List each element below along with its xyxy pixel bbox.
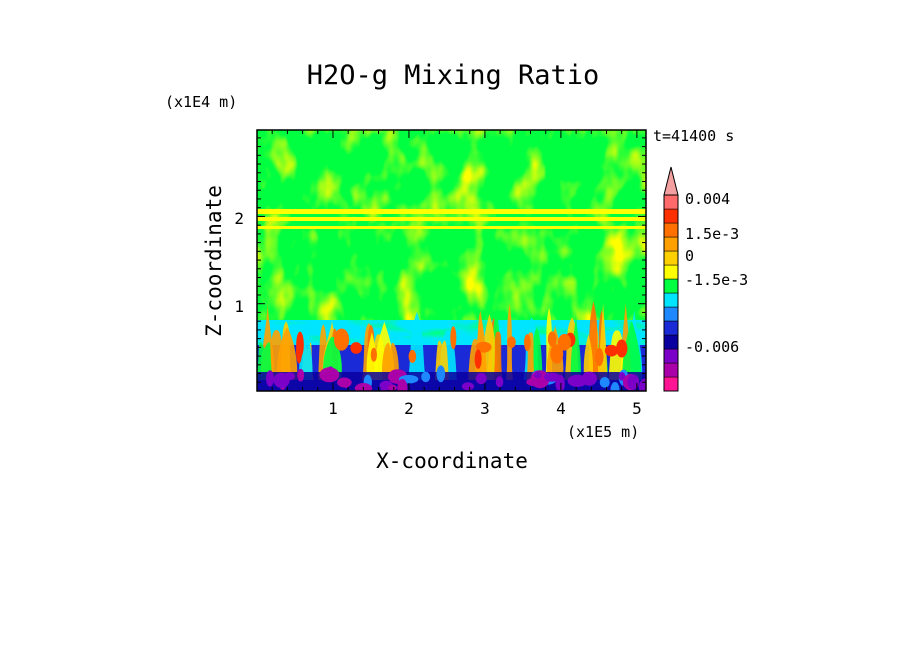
layer-stripe-3 <box>257 226 646 229</box>
y-tick-label-1: 1 <box>234 297 244 316</box>
surface-blob <box>610 382 620 391</box>
x-axis-label: X-coordinate <box>376 449 528 473</box>
surface-blob <box>599 377 610 388</box>
plot-area <box>257 130 646 391</box>
colorbar-level <box>663 208 679 224</box>
colorbar-label-1.5e-3: 1.5e-3 <box>685 225 739 243</box>
surface-blob <box>436 365 446 383</box>
colorbar-level <box>663 264 679 280</box>
plume-core <box>334 328 350 351</box>
convective-plume <box>493 331 503 380</box>
convective-plume <box>276 327 298 380</box>
x-tick-label-5: 5 <box>632 399 642 418</box>
surface-blob <box>297 368 305 382</box>
plume-core <box>408 349 417 363</box>
plume-core <box>604 344 619 357</box>
surface-blob <box>638 378 646 391</box>
surface-blob <box>534 371 542 379</box>
colorbar-label-0: 0 <box>685 247 694 265</box>
colorbar-level <box>663 362 679 378</box>
colorbar-level <box>663 222 679 238</box>
plume-group <box>257 301 643 380</box>
layer-stripe-2 <box>257 217 646 221</box>
surface-blob <box>543 372 560 382</box>
colorbar-level <box>663 348 679 364</box>
x-tick-label-2: 2 <box>404 399 414 418</box>
colorbar-label-neg-0.006: -0.006 <box>685 338 739 356</box>
surface-blob <box>421 371 431 383</box>
colorbar-level <box>663 236 679 252</box>
chart-title: H2O-g Mixing Ratio <box>307 60 600 91</box>
plume-core <box>507 336 516 348</box>
y-axis-label: Z-coordinate <box>202 185 226 337</box>
surface-blob <box>627 374 640 390</box>
colorbar-overflow-cap <box>663 166 679 196</box>
surface-blob <box>265 370 275 387</box>
plume-core <box>296 339 303 364</box>
surface-blob <box>342 379 350 389</box>
colorbar-frame <box>663 194 679 392</box>
colorbar-level <box>663 278 679 294</box>
axis-ticks <box>256 130 646 392</box>
plume-core <box>547 331 557 347</box>
colorbar-label-0.004: 0.004 <box>685 190 730 208</box>
surface-blob <box>495 376 504 388</box>
surface-purple-group <box>265 365 646 391</box>
plume-core <box>558 333 572 351</box>
colorbar-level <box>663 334 679 350</box>
surface-blob <box>320 368 338 383</box>
x-tick-label-3: 3 <box>480 399 490 418</box>
colorbar-level <box>663 292 679 308</box>
plume-core <box>524 334 531 352</box>
colorbar-level <box>663 376 679 392</box>
surface-blob <box>461 382 475 391</box>
surface-blob <box>567 374 588 387</box>
plume-core <box>616 339 628 358</box>
convective-plume <box>622 321 642 380</box>
convective-plume <box>257 342 274 380</box>
plume-core <box>350 342 363 354</box>
x-tick-label-1: 1 <box>328 399 338 418</box>
convective-plume <box>531 328 543 380</box>
layer-stripe-1 <box>257 209 646 214</box>
plume-core <box>370 347 377 362</box>
y-scale-note: (x1E4 m) <box>165 93 237 111</box>
surface-blob <box>618 371 626 381</box>
colorbar-level <box>663 306 679 322</box>
surface-blob <box>273 372 290 388</box>
colorbar-level <box>663 320 679 336</box>
colorbar-level <box>663 194 679 210</box>
field-upper-yellow-patches <box>257 130 646 350</box>
plume-core <box>450 326 457 350</box>
colorbar-label-neg-1.5e-3: -1.5e-3 <box>685 271 748 289</box>
time-label: t=41400 s <box>653 127 734 145</box>
surface-blob <box>397 379 408 391</box>
y-tick-label-2: 2 <box>234 209 244 228</box>
x-tick-label-4: 4 <box>556 399 566 418</box>
colorbar <box>663 166 679 392</box>
convective-plume <box>570 311 581 380</box>
convective-plume <box>583 333 594 380</box>
colorbar-level <box>663 250 679 266</box>
surface-blob <box>475 372 487 385</box>
plume-core <box>595 347 604 367</box>
plume-core <box>475 341 492 353</box>
surface-blob <box>387 384 397 391</box>
plume-core <box>550 344 564 364</box>
x-scale-note: (x1E5 m) <box>567 423 639 441</box>
plume-core <box>474 349 482 369</box>
